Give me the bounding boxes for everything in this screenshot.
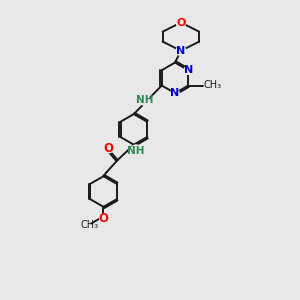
Circle shape <box>184 66 192 74</box>
Text: N: N <box>184 65 193 75</box>
Circle shape <box>139 94 150 105</box>
Text: O: O <box>98 212 109 224</box>
Text: N: N <box>170 88 180 98</box>
Text: CH₃: CH₃ <box>204 80 222 90</box>
Text: NH: NH <box>128 146 145 156</box>
Text: O: O <box>176 17 186 28</box>
Text: NH: NH <box>136 95 153 105</box>
Text: N: N <box>176 46 185 56</box>
Text: CH₃: CH₃ <box>81 220 99 230</box>
Circle shape <box>100 214 107 222</box>
Circle shape <box>171 89 179 97</box>
Circle shape <box>176 18 186 27</box>
Circle shape <box>130 145 142 156</box>
Circle shape <box>106 145 113 153</box>
Circle shape <box>176 46 186 56</box>
Text: O: O <box>103 142 113 155</box>
